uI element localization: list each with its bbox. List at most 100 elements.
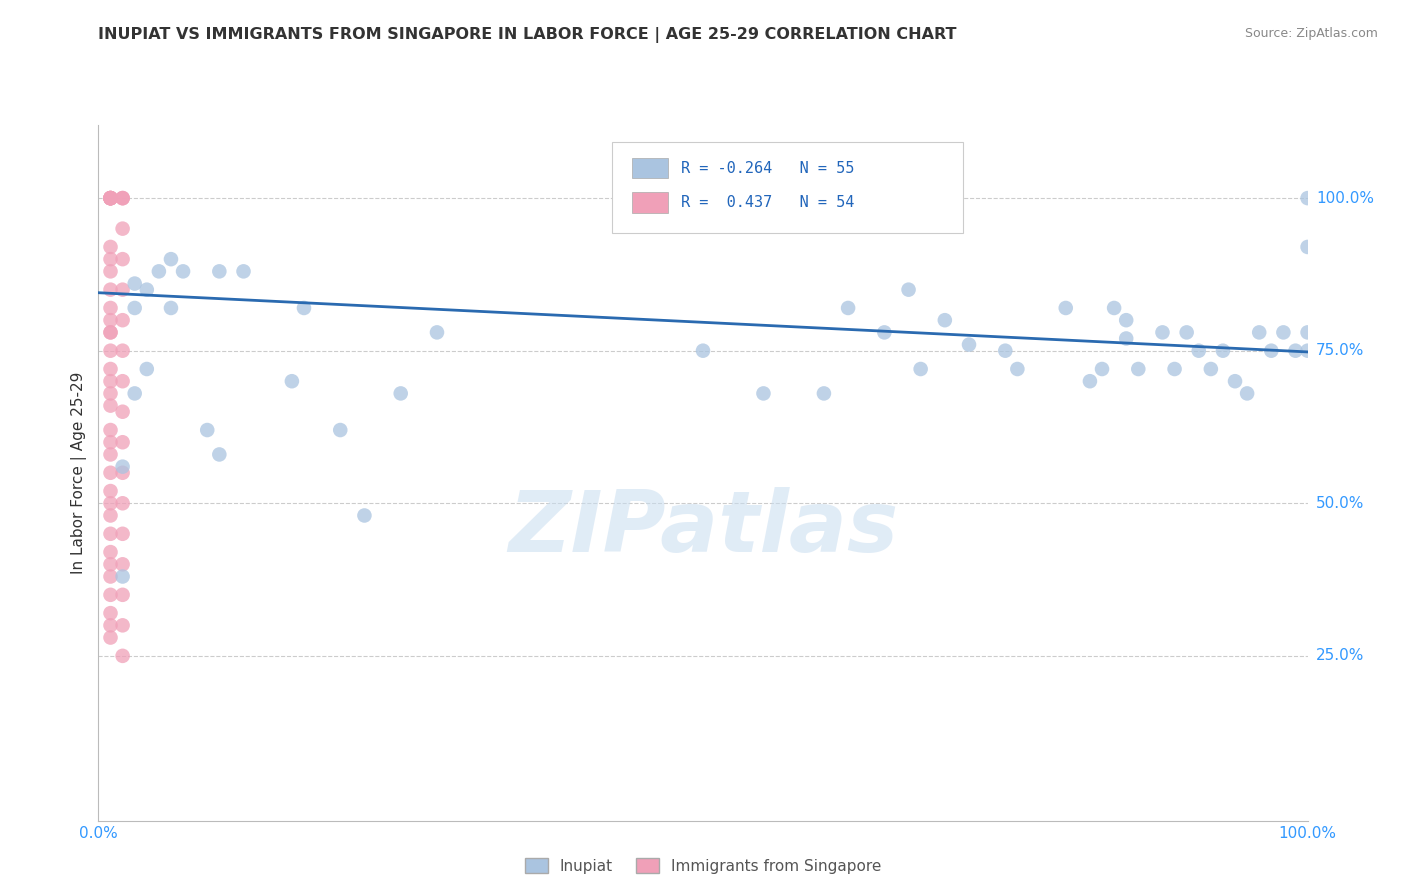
Point bbox=[160, 301, 183, 315]
Point bbox=[1296, 240, 1319, 254]
Point bbox=[1296, 191, 1319, 205]
Point bbox=[100, 191, 122, 205]
Point bbox=[1284, 343, 1306, 358]
Point bbox=[100, 191, 122, 205]
Text: 100.0%: 100.0% bbox=[1316, 191, 1374, 206]
Point bbox=[111, 252, 134, 267]
Point bbox=[934, 313, 956, 327]
Point bbox=[208, 264, 231, 278]
Point bbox=[100, 326, 122, 340]
Point bbox=[111, 435, 134, 450]
Point bbox=[100, 558, 122, 572]
Point bbox=[172, 264, 194, 278]
Point bbox=[957, 337, 980, 351]
Point bbox=[100, 326, 122, 340]
Point bbox=[100, 466, 122, 480]
Point bbox=[208, 447, 231, 461]
Point bbox=[111, 459, 134, 474]
Point bbox=[1175, 326, 1198, 340]
Point bbox=[100, 191, 122, 205]
Point bbox=[1249, 326, 1271, 340]
Point bbox=[100, 399, 122, 413]
Text: 75.0%: 75.0% bbox=[1316, 343, 1364, 359]
Point bbox=[100, 301, 122, 315]
Point bbox=[1152, 326, 1174, 340]
Point bbox=[1212, 343, 1234, 358]
Point bbox=[148, 264, 170, 278]
Point bbox=[111, 374, 134, 388]
Point bbox=[100, 588, 122, 602]
Point bbox=[1115, 313, 1137, 327]
Point bbox=[135, 283, 157, 297]
Point bbox=[100, 343, 122, 358]
Text: 25.0%: 25.0% bbox=[1316, 648, 1364, 664]
Point bbox=[124, 301, 146, 315]
Text: 50.0%: 50.0% bbox=[1316, 496, 1364, 511]
FancyBboxPatch shape bbox=[612, 142, 963, 233]
Point bbox=[111, 526, 134, 541]
Point bbox=[281, 374, 304, 388]
Point bbox=[1236, 386, 1258, 401]
Text: INUPIAT VS IMMIGRANTS FROM SINGAPORE IN LABOR FORCE | AGE 25-29 CORRELATION CHAR: INUPIAT VS IMMIGRANTS FROM SINGAPORE IN … bbox=[98, 27, 957, 43]
Point bbox=[1199, 362, 1222, 376]
Point bbox=[160, 252, 183, 267]
Point bbox=[100, 435, 122, 450]
Point bbox=[100, 374, 122, 388]
Point bbox=[100, 191, 122, 205]
Point bbox=[100, 191, 122, 205]
Point bbox=[873, 326, 896, 340]
Point bbox=[111, 191, 134, 205]
Point bbox=[1078, 374, 1101, 388]
Point bbox=[1260, 343, 1282, 358]
Point bbox=[1223, 374, 1246, 388]
Point bbox=[195, 423, 218, 437]
Point bbox=[100, 569, 122, 583]
Point bbox=[135, 362, 157, 376]
Point bbox=[100, 508, 122, 523]
Point bbox=[111, 496, 134, 510]
Point bbox=[389, 386, 412, 401]
Point bbox=[100, 252, 122, 267]
Point bbox=[100, 191, 122, 205]
Point bbox=[111, 313, 134, 327]
Point bbox=[994, 343, 1017, 358]
Point bbox=[1296, 343, 1319, 358]
Point bbox=[100, 545, 122, 559]
Text: R =  0.437   N = 54: R = 0.437 N = 54 bbox=[682, 195, 855, 211]
Point bbox=[100, 191, 122, 205]
Point bbox=[426, 326, 449, 340]
Point bbox=[1163, 362, 1185, 376]
Point bbox=[1188, 343, 1211, 358]
Point bbox=[111, 343, 134, 358]
Point bbox=[100, 496, 122, 510]
Text: R = -0.264   N = 55: R = -0.264 N = 55 bbox=[682, 161, 855, 176]
Point bbox=[1115, 331, 1137, 345]
Point bbox=[100, 283, 122, 297]
Point bbox=[1091, 362, 1114, 376]
Point bbox=[813, 386, 835, 401]
Point bbox=[897, 283, 920, 297]
FancyBboxPatch shape bbox=[631, 158, 668, 178]
Point bbox=[100, 423, 122, 437]
Point bbox=[232, 264, 254, 278]
Point bbox=[100, 618, 122, 632]
Point bbox=[100, 240, 122, 254]
Point bbox=[111, 405, 134, 419]
Point bbox=[100, 191, 122, 205]
FancyBboxPatch shape bbox=[631, 193, 668, 213]
Y-axis label: In Labor Force | Age 25-29: In Labor Force | Age 25-29 bbox=[72, 372, 87, 574]
Point bbox=[111, 221, 134, 235]
Point bbox=[1054, 301, 1077, 315]
Point bbox=[100, 362, 122, 376]
Point bbox=[100, 631, 122, 645]
Point bbox=[100, 484, 122, 499]
Point bbox=[111, 558, 134, 572]
Point bbox=[100, 264, 122, 278]
Point bbox=[692, 343, 714, 358]
Legend: Inupiat, Immigrants from Singapore: Inupiat, Immigrants from Singapore bbox=[519, 852, 887, 880]
Point bbox=[837, 301, 859, 315]
Point bbox=[111, 191, 134, 205]
Point bbox=[100, 313, 122, 327]
Point bbox=[353, 508, 375, 523]
Point bbox=[1272, 326, 1295, 340]
